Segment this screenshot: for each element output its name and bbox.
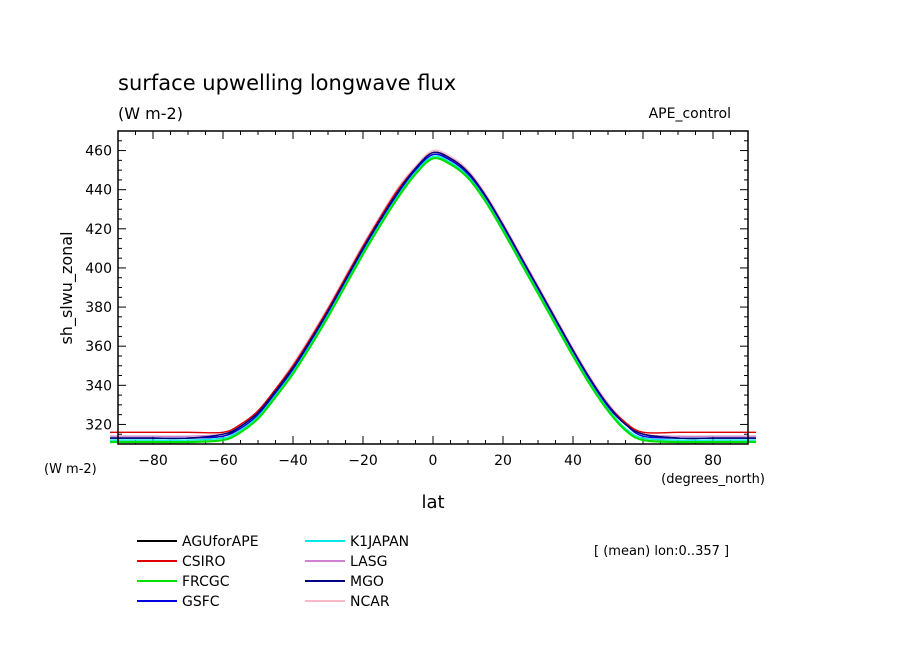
- legend-label: CSIRO: [182, 554, 226, 570]
- series-line-mgo: [110, 151, 756, 440]
- series-line-ncar: [110, 149, 756, 434]
- y-units-label: (W m-2): [44, 462, 97, 477]
- legend-label: NCAR: [350, 594, 390, 610]
- chart-title: surface upwelling longwave flux: [118, 71, 456, 95]
- legend-label: LASG: [350, 554, 387, 570]
- plot-frame: [117, 130, 749, 445]
- x-tick-label: 0: [429, 453, 438, 469]
- series-line-aguforape: [110, 153, 756, 440]
- legend: AGUforAPE CSIRO FRCGC GSFC K1JAPAN LASG MGO NCA…: [137, 534, 409, 610]
- legend-label: AGUforAPE: [182, 534, 259, 550]
- x-tick-label: 60: [634, 453, 652, 469]
- y-tick-label: 420: [85, 222, 112, 238]
- x-tick-label: 20: [494, 453, 512, 469]
- series-line-gsfc: [110, 153, 756, 439]
- chart-units: (W m-2): [118, 104, 183, 123]
- x-units-label: (degrees_north): [661, 472, 765, 487]
- x-tick-label: 40: [564, 453, 582, 469]
- axis-ticks: −80 −60 −40 −20 0 20 40 60 80 320 340 360 380 400 420 4…: [85, 130, 749, 469]
- y-tick-label: 340: [85, 378, 112, 394]
- x-tick-label: −80: [138, 453, 168, 469]
- y-tick-label: 320: [85, 417, 112, 433]
- x-tick-label: 80: [704, 453, 722, 469]
- x-tick-label: −60: [208, 453, 238, 469]
- series-line-k1japan: [110, 155, 756, 441]
- experiment-label: APE_control: [649, 106, 731, 122]
- y-tick-label: 360: [85, 339, 112, 355]
- y-tick-label: 460: [85, 144, 112, 160]
- x-tick-label: −20: [348, 453, 378, 469]
- series-lines: [110, 149, 756, 444]
- x-axis-label: lat: [421, 492, 444, 513]
- legend-label: K1JAPAN: [350, 534, 409, 550]
- y-tick-label: 400: [85, 261, 112, 277]
- y-tick-label: 380: [85, 300, 112, 316]
- averaging-note: [ (mean) lon:0..357 ]: [594, 544, 729, 559]
- y-axis-label: sh_slwu_zonal: [57, 231, 77, 344]
- y-tick-label: 440: [85, 183, 112, 199]
- legend-label: FRCGC: [182, 574, 230, 590]
- series-line-frcgc: [110, 156, 756, 444]
- series-line-csiro: [110, 151, 756, 434]
- x-tick-label: −40: [278, 453, 308, 469]
- legend-label: GSFC: [182, 594, 220, 610]
- series-line-lasg: [110, 151, 756, 438]
- legend-label: MGO: [350, 574, 384, 590]
